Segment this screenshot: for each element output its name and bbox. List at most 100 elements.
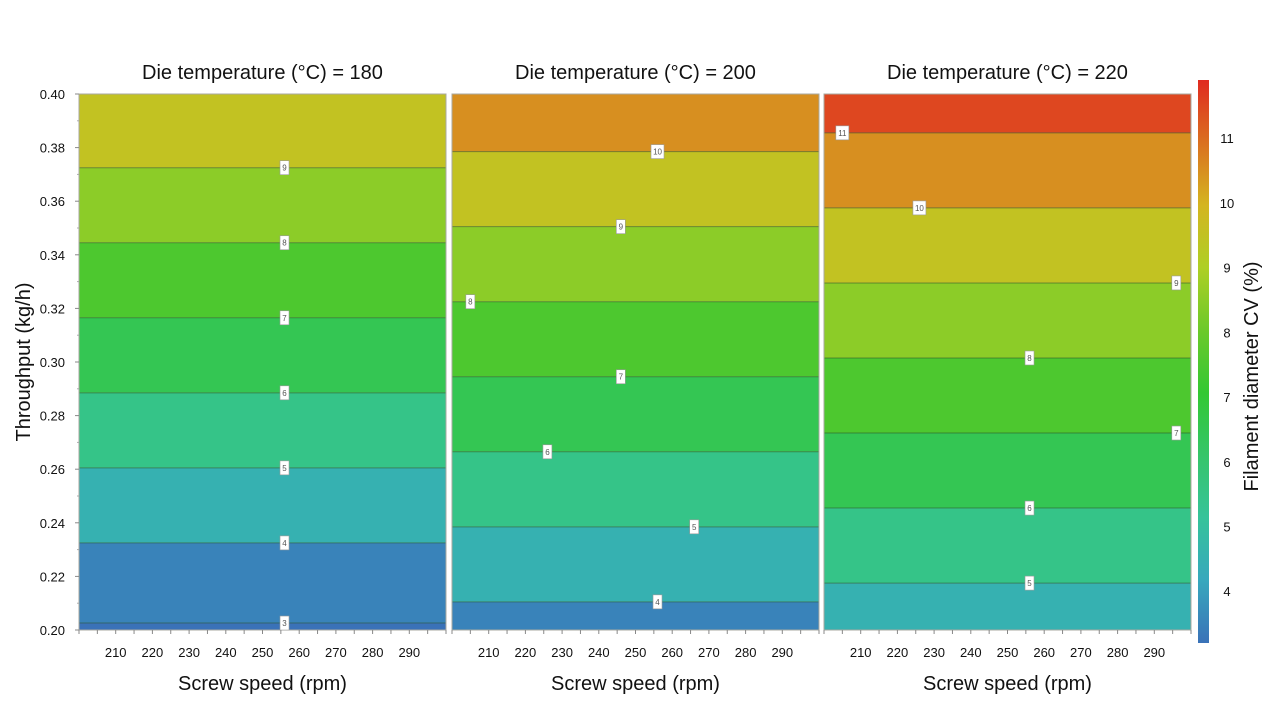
contour-label: 7 [619,373,624,382]
y-tick-label: 0.34 [40,248,65,263]
contour-band [452,451,819,527]
contour-band [79,392,446,468]
contour-label-box [279,310,290,326]
contour-band [79,242,446,318]
contour-label: 6 [282,389,287,398]
contour-band [79,94,446,168]
colorbar-tick-label: 10 [1220,196,1234,211]
contour-band [824,94,1191,133]
panel-title: Die temperature (°C) = 200 [515,62,756,84]
contour-band [452,601,819,630]
x-tick-label: 260 [661,645,683,660]
y-tick-label: 0.28 [40,409,65,424]
contour-label: 9 [619,223,624,232]
contour-band [824,583,1191,630]
contour-band [824,508,1191,584]
contour-band [79,167,446,243]
colorbar-tick-label: 5 [1223,520,1230,535]
y-tick-label: 0.22 [40,569,65,584]
x-tick-label: 230 [923,645,945,660]
x-tick-label: 230 [551,645,573,660]
panel-220: Die temperature (°C) = 220 5 6 7 8 9 10 11 210 22… [823,62,1192,695]
x-tick-label: 220 [887,645,909,660]
contour-band [452,301,819,377]
y-tick-label: 0.20 [40,623,65,638]
y-tick-label: 0.36 [40,194,65,209]
x-tick-label: 210 [105,645,127,660]
y-tick-label: 0.24 [40,516,65,531]
y-axis-label: Throughput (kg/h) [13,283,35,442]
contour-label: 7 [282,314,287,323]
x-tick-label: 210 [850,645,872,660]
colorbar-tick-label: 11 [1220,131,1234,146]
contour-label: 5 [1027,579,1032,588]
contour-label-box [1171,425,1182,441]
contour-band [79,317,446,393]
x-tick-label: 210 [478,645,500,660]
x-tick-label: 280 [362,645,384,660]
x-tick-label: 270 [325,645,347,660]
contour-band [824,207,1191,283]
x-axis-label: Screw speed (rpm) [923,673,1092,695]
x-tick-label: 270 [1070,645,1092,660]
contour-label: 6 [545,448,550,457]
contour-label-box [1024,575,1035,591]
y-tick-label: 0.30 [40,355,65,370]
contour-label: 11 [838,129,847,138]
contour-band [79,623,446,630]
colorbar-bar [1198,80,1209,643]
y-axis: 0.20 0.22 0.24 0.26 0.28 0.30 0.32 0.34 0.36 0.38… [13,87,79,638]
x-tick-label: 230 [178,645,200,660]
contour-label: 4 [282,539,287,548]
x-axis-label: Screw speed (rpm) [178,673,347,695]
contour-label: 5 [692,523,697,532]
contour-label: 10 [653,148,662,157]
contour-label-box [1024,350,1035,366]
x-tick-label: 280 [1107,645,1129,660]
contour-label: 4 [655,598,660,607]
contour-label-box [912,200,927,216]
contour-band [79,542,446,624]
contour-label-box [279,385,290,401]
y-tick-label: 0.32 [40,301,65,316]
x-tick-label: 270 [698,645,720,660]
colorbar-tick-label: 7 [1223,390,1230,405]
x-tick-label: 260 [288,645,310,660]
contour-label: 7 [1174,429,1179,438]
colorbar-tick-label: 4 [1223,584,1230,599]
contour-label-box [689,519,700,535]
panel-200: Die temperature (°C) = 200 4 5 6 7 8 9 10 210 220… [451,62,820,695]
contour-band [79,467,446,543]
x-tick-label: 240 [588,645,610,660]
contour-label: 9 [1174,279,1179,288]
panel-180: Die temperature (°C) = 180 3 4 5 6 7 8 9 210 220 2… [78,62,447,695]
y-tick-label: 0.40 [40,87,65,102]
x-tick-label: 250 [252,645,274,660]
contour-label-box [542,444,553,460]
x-tick-label: 280 [735,645,757,660]
contour-band [452,226,819,302]
contour-label-box [279,235,290,251]
x-tick-label: 260 [1033,645,1055,660]
contour-label: 6 [1027,504,1032,513]
contour-band [452,151,819,227]
contour-label-box [650,144,665,159]
contour-band [452,376,819,452]
contour-band [452,94,819,152]
contour-band [824,357,1191,434]
x-tick-label: 220 [515,645,537,660]
panel-title: Die temperature (°C) = 220 [887,62,1128,84]
contour-band [452,526,819,602]
x-tick-label: 290 [771,645,793,660]
contour-band [824,132,1191,208]
contour-label: 3 [282,619,287,628]
contour-band [824,282,1191,358]
contour-label: 8 [468,298,473,307]
x-tick-label: 250 [997,645,1019,660]
contour-label-box [465,294,476,310]
contour-label-box [279,535,290,551]
colorbar-tick-label: 9 [1223,261,1230,276]
colorbar-label: Filament diameter CV (%) [1241,261,1263,491]
contour-label-box [1024,500,1035,516]
